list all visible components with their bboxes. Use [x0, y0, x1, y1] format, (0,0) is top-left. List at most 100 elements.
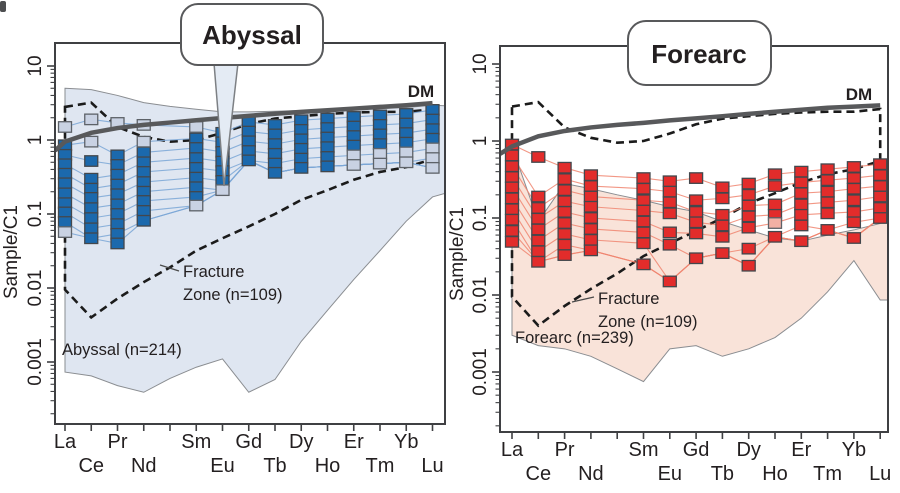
data-square — [110, 237, 125, 250]
data-square-alt — [399, 156, 414, 169]
data-square — [715, 219, 730, 232]
y-tick-label: 0.1 — [25, 201, 46, 227]
data-square-alt — [346, 159, 361, 171]
abyssal-callout: Abyssal — [180, 3, 324, 187]
data-square — [189, 161, 204, 174]
data-square — [846, 182, 862, 195]
data-square — [794, 165, 809, 178]
data-square — [241, 154, 256, 167]
data-square — [531, 234, 546, 247]
data-square — [688, 216, 704, 229]
data-square-alt — [767, 217, 783, 229]
data-square — [794, 235, 809, 248]
data-square — [136, 195, 151, 207]
data-square — [846, 216, 862, 229]
forearc-callout-box — [627, 20, 772, 86]
data-square — [84, 155, 99, 167]
data-square — [688, 206, 704, 218]
data-square — [583, 244, 599, 257]
right-envelope-label: Forearc (n=239) — [515, 329, 634, 347]
x-tick-label: Lu — [869, 463, 891, 485]
data-square — [504, 171, 520, 183]
data-square — [267, 138, 283, 151]
data-square — [320, 160, 335, 173]
y-tick-label: 0.01 — [25, 270, 46, 307]
data-square-alt — [189, 199, 204, 212]
y-tick-label: 10 — [25, 55, 46, 76]
data-square — [399, 127, 414, 139]
x-tick-label: Ho — [762, 463, 788, 485]
data-square — [84, 232, 99, 245]
data-square — [636, 226, 651, 239]
data-square — [583, 180, 599, 192]
data-square — [873, 169, 888, 182]
data-square — [557, 228, 572, 240]
data-square — [688, 252, 704, 265]
data-square-alt — [346, 149, 361, 162]
y-tick-label: 0.001 — [25, 338, 46, 386]
data-square — [715, 247, 730, 260]
y-tick-label: 0.1 — [470, 205, 491, 231]
scan-artifact — [0, 1, 6, 12]
data-square — [846, 232, 862, 244]
data-square — [583, 190, 599, 203]
data-square-alt — [372, 157, 388, 170]
data-square — [531, 255, 546, 268]
data-square — [531, 151, 546, 163]
x-tick-label: Nd — [578, 463, 604, 485]
data-square — [504, 181, 520, 194]
data-square-alt — [136, 135, 151, 148]
data-square-alt — [84, 135, 99, 148]
dm-line — [500, 103, 881, 156]
data-square — [557, 206, 572, 218]
dm-line — [55, 100, 433, 153]
data-square — [767, 198, 783, 211]
data-square — [110, 159, 125, 171]
data-square — [873, 212, 888, 224]
data-square-alt — [189, 121, 204, 133]
x-tick-label: Tm — [366, 455, 395, 477]
data-square — [636, 215, 651, 228]
data-square — [636, 172, 651, 184]
x-tick-label: Pr — [555, 439, 575, 461]
x-tick-label: Dy — [289, 431, 313, 453]
data-square — [794, 219, 809, 232]
data-square — [662, 207, 677, 220]
data-square — [189, 181, 204, 194]
right-fracture-label-line1: Fracture — [598, 290, 659, 308]
data-square — [583, 212, 599, 224]
data-square — [873, 180, 888, 192]
data-square — [110, 227, 125, 240]
x-tick-label: Ce — [78, 455, 104, 477]
left-fracture-label-line2: Zone (n=109) — [183, 286, 283, 304]
data-square — [57, 187, 73, 200]
data-square — [504, 213, 520, 226]
data-square-alt — [57, 121, 73, 133]
data-square — [425, 132, 440, 145]
data-square — [688, 172, 704, 184]
data-square — [425, 104, 440, 116]
left-fracture-label-line1: Fracture — [183, 263, 244, 281]
sample-squares — [57, 104, 440, 250]
data-square — [84, 172, 99, 185]
x-tick-label: Eu — [658, 463, 682, 485]
data-square — [110, 178, 125, 191]
data-square — [504, 203, 520, 216]
data-square — [741, 210, 756, 223]
data-square-alt — [399, 146, 414, 159]
data-square — [636, 204, 651, 217]
data-square — [715, 230, 730, 243]
data-square — [873, 190, 888, 203]
data-square — [294, 161, 309, 174]
y-tick-label: 1 — [25, 135, 46, 146]
data-square — [531, 202, 546, 214]
x-tick-label: Er — [791, 439, 811, 461]
data-square — [110, 198, 125, 211]
data-square — [110, 168, 125, 181]
x-tick-label: Tm — [813, 463, 842, 485]
data-square — [84, 192, 99, 204]
data-square — [662, 226, 677, 239]
data-square — [767, 180, 783, 192]
left-fracture-leader-line — [159, 264, 180, 272]
